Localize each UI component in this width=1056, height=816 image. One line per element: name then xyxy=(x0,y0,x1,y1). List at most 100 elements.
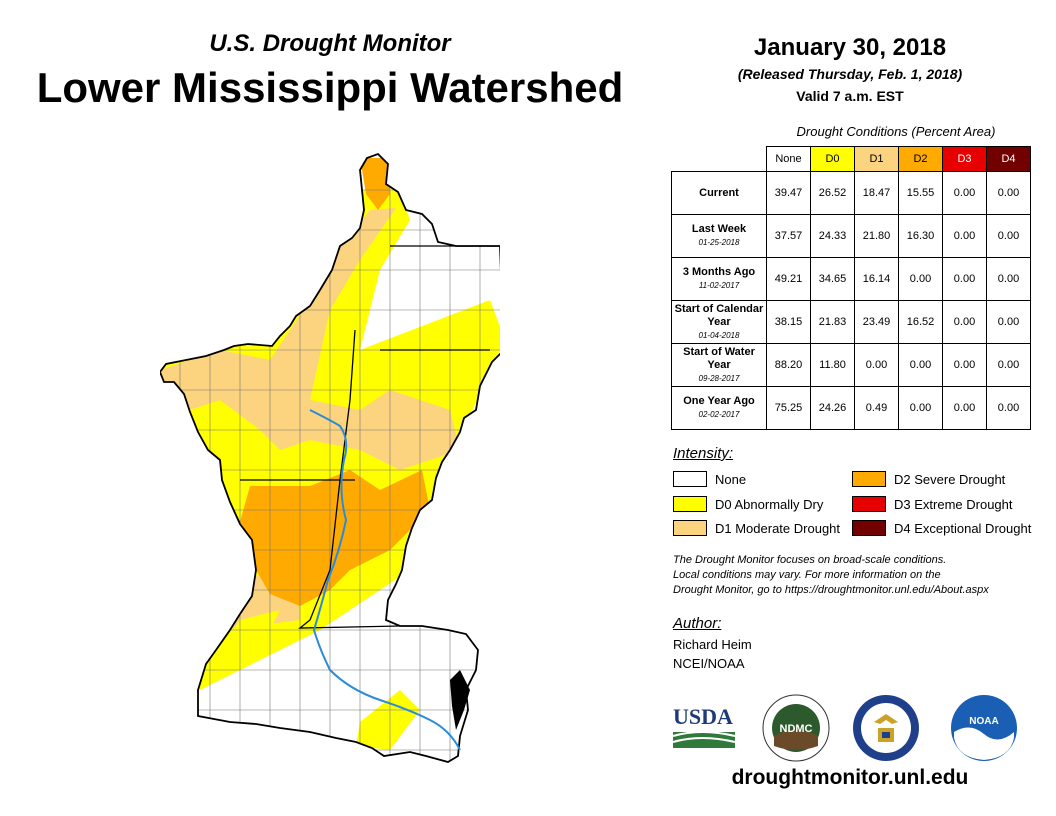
mississippi-river xyxy=(309,409,461,751)
drought-conditions-table: None D0 D1 D2 D3 D4 Current 39.47 26.52 18.… xyxy=(671,146,1031,430)
legend-swatch xyxy=(673,471,707,487)
noaa-logo-text: NOAA xyxy=(969,716,998,727)
row-label-text: Start of Calendar Year xyxy=(674,302,764,328)
row-label-text: 3 Months Ago xyxy=(682,266,756,278)
row-label: One Year Ago 02-02-2017 xyxy=(671,386,767,430)
legend-swatch xyxy=(673,520,707,536)
table-cell: 0.00 xyxy=(854,343,899,387)
legend-label: D3 Extreme Drought xyxy=(894,496,1013,512)
commerce-seal xyxy=(853,695,919,761)
row-label-text: Current xyxy=(699,186,739,199)
column-header-d1: D1 xyxy=(854,146,899,172)
map-d0-area-coast xyxy=(356,690,420,750)
table-cell: 49.21 xyxy=(766,257,811,301)
row-label: Last Week 01-25-2018 xyxy=(671,214,767,258)
valid-time: Valid 7 a.m. EST xyxy=(796,88,904,104)
ndmc-logo: NDMC xyxy=(762,694,830,762)
map-d2-area xyxy=(240,470,430,606)
table-cell: 38.15 xyxy=(766,300,811,344)
table-cell: 0.00 xyxy=(986,300,1031,344)
website-url[interactable]: droughtmonitor.unl.edu xyxy=(731,766,969,789)
row-date: 02-02-2017 xyxy=(698,410,740,419)
table-cell: 26.52 xyxy=(810,171,855,215)
legend-swatch xyxy=(852,496,886,512)
table-cell: 37.57 xyxy=(766,214,811,258)
legend-label: D1 Moderate Drought xyxy=(715,520,841,536)
usda-logo-text: USDA xyxy=(673,704,733,729)
noaa-logo: NOAA xyxy=(951,695,1017,761)
table-cell: 88.20 xyxy=(766,343,811,387)
legend-label: D4 Exceptional Drought xyxy=(894,520,1032,536)
table-row: Current 39.47 26.52 18.47 15.55 0.00 0.00 xyxy=(671,171,1031,215)
row-label: Start of Water Year 09-28-2017 xyxy=(671,343,767,387)
table-cell: 15.55 xyxy=(898,171,943,215)
map-subtitle: U.S. Drought Monitor xyxy=(209,30,451,57)
legend-item-d4: D4 Exceptional Drought xyxy=(852,520,1031,536)
legend-item-d3: D3 Extreme Drought xyxy=(852,496,1013,512)
table-cell: 0.00 xyxy=(898,343,943,387)
legend-heading: Intensity: xyxy=(673,445,734,462)
legend-item-d2: D2 Severe Drought xyxy=(852,471,1005,487)
note-line: The Drought Monitor focuses on broad-sca… xyxy=(673,554,947,566)
table-cell: 0.00 xyxy=(942,214,987,258)
legend-item-none: None xyxy=(673,471,746,487)
row-label-text: One Year Ago xyxy=(683,395,755,407)
map-d1-area xyxy=(160,208,460,470)
legend-item-d0: D0 Abnormally Dry xyxy=(673,496,823,512)
legend-item-d1: D1 Moderate Drought xyxy=(673,520,840,536)
table-cell: 0.00 xyxy=(986,343,1031,387)
table-cell: 16.52 xyxy=(898,300,943,344)
drought-map xyxy=(160,152,500,763)
table-cell: 0.00 xyxy=(986,257,1031,301)
table-row: Start of Water Year 09-28-2017 88.20 11.80 0… xyxy=(671,343,1031,387)
table-row: Start of Calendar Year 01-04-2018 38.15 21.… xyxy=(671,300,1031,344)
table-cell: 75.25 xyxy=(766,386,811,430)
table-cell: 16.14 xyxy=(854,257,899,301)
table-cell: 0.00 xyxy=(986,214,1031,258)
note-line: Drought Monitor, go to https://droughtmo… xyxy=(673,584,989,596)
legend-swatch xyxy=(852,471,886,487)
row-date: 11-02-2017 xyxy=(698,281,740,290)
table-cell: 0.00 xyxy=(986,386,1031,430)
column-header-d2: D2 xyxy=(898,146,943,172)
release-date: (Released Thursday, Feb. 1, 2018) xyxy=(737,66,963,82)
author-name: Richard Heim xyxy=(673,637,752,652)
legend-swatch xyxy=(673,496,707,512)
table-cell: 21.80 xyxy=(854,214,899,258)
table-cell: 24.33 xyxy=(810,214,855,258)
legend-swatch xyxy=(852,520,886,536)
table-cell: 0.00 xyxy=(942,300,987,344)
column-header-d3: D3 xyxy=(942,146,987,172)
table-cell: 34.65 xyxy=(810,257,855,301)
row-label: 3 Months Ago 11-02-2017 xyxy=(671,257,767,301)
table-row: One Year Ago 02-02-2017 75.25 24.26 0.49 0.00… xyxy=(671,386,1031,430)
table-cell: 0.00 xyxy=(942,257,987,301)
usda-logo: USDA xyxy=(672,704,736,748)
table-row: 3 Months Ago 11-02-2017 49.21 34.65 16.14 0.0… xyxy=(671,257,1031,301)
legend-label: D0 Abnormally Dry xyxy=(715,496,824,512)
table-cell: 0.00 xyxy=(898,257,943,301)
row-date: 01-25-2018 xyxy=(698,238,740,247)
delta-marsh xyxy=(450,670,470,730)
author-heading: Author: xyxy=(673,615,722,632)
map-date: January 30, 2018 xyxy=(753,34,947,61)
column-header-d0: D0 xyxy=(810,146,855,172)
table-cell: 21.83 xyxy=(810,300,855,344)
row-date: 09-28-2017 xyxy=(698,373,740,383)
table-cell: 0.00 xyxy=(942,386,987,430)
table-cell: 11.80 xyxy=(810,343,855,387)
table-cell: 16.30 xyxy=(898,214,943,258)
table-header-row: None D0 D1 D2 D3 D4 xyxy=(672,146,1031,172)
row-label: Current xyxy=(671,171,767,215)
row-label: Start of Calendar Year 01-04-2018 xyxy=(671,300,767,344)
table-corner xyxy=(672,147,767,172)
table-cell: 0.00 xyxy=(986,171,1031,215)
table-cell: 0.49 xyxy=(854,386,899,430)
table-cell: 39.47 xyxy=(766,171,811,215)
column-header-none: None xyxy=(766,146,811,172)
table-cell: 0.00 xyxy=(898,386,943,430)
legend-label: None xyxy=(715,471,747,487)
disclaimer-note: The Drought Monitor focuses on broad-sca… xyxy=(673,553,1043,598)
usda-logo-field xyxy=(673,732,735,748)
map-title: Lower Mississippi Watershed xyxy=(36,64,624,111)
